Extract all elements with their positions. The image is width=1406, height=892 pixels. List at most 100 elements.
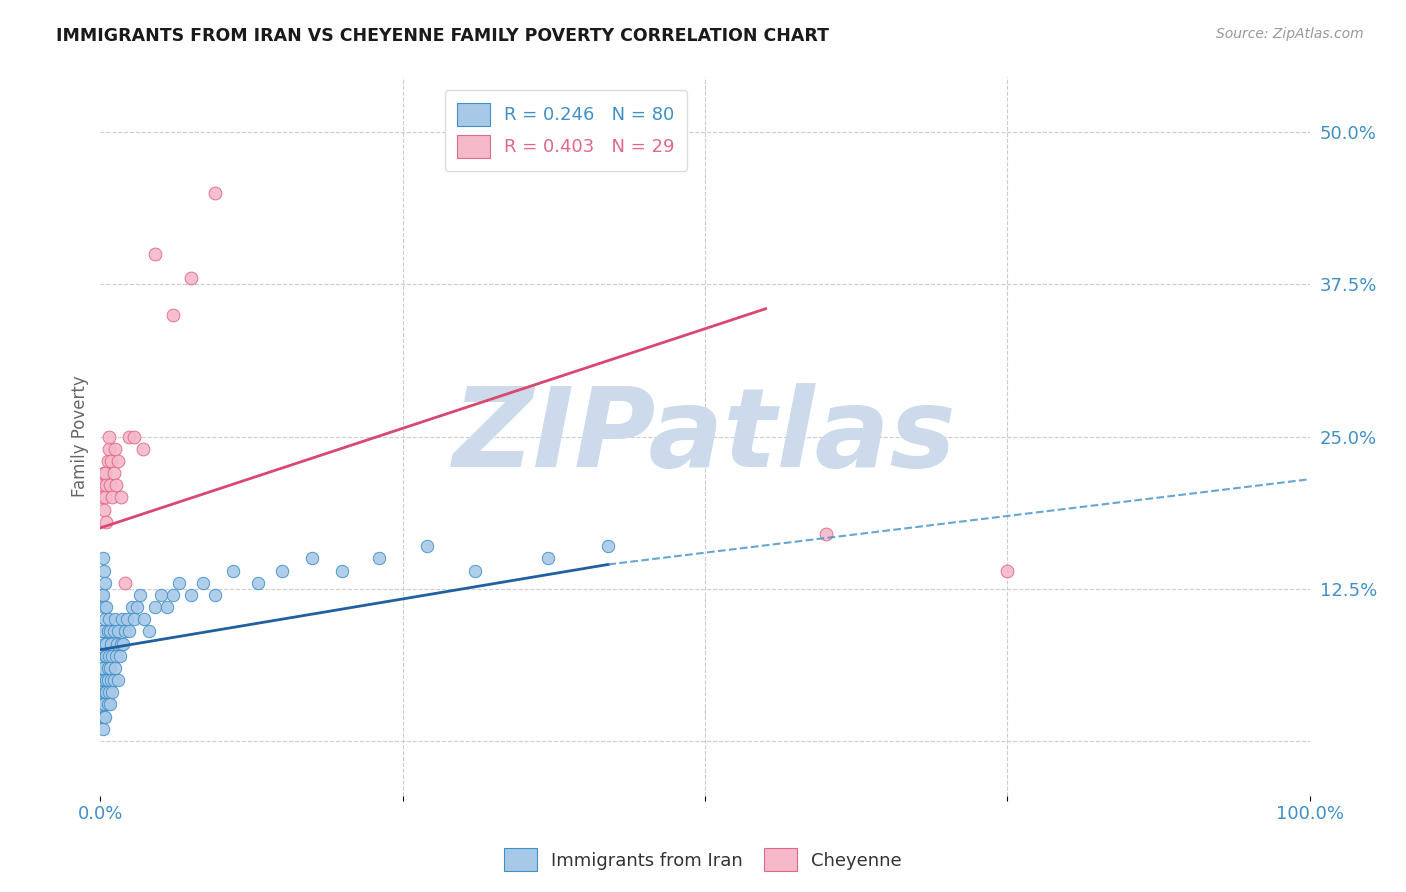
Point bbox=[537, 551, 560, 566]
Point bbox=[143, 600, 166, 615]
Point bbox=[114, 624, 136, 639]
Point bbox=[101, 685, 124, 699]
Legend: R = 0.246   N = 80, R = 0.403   N = 29: R = 0.246 N = 80, R = 0.403 N = 29 bbox=[444, 90, 688, 170]
Point bbox=[815, 527, 838, 541]
Point bbox=[107, 454, 129, 468]
Point bbox=[97, 698, 120, 712]
Point bbox=[104, 442, 127, 456]
Point bbox=[464, 564, 486, 578]
Point bbox=[110, 491, 132, 505]
Point bbox=[97, 612, 120, 626]
Point bbox=[122, 429, 145, 443]
Point bbox=[270, 564, 292, 578]
Point bbox=[93, 673, 115, 687]
Point bbox=[149, 588, 172, 602]
Point bbox=[94, 648, 117, 663]
Point bbox=[101, 648, 124, 663]
Legend: Immigrants from Iran, Cheyenne: Immigrants from Iran, Cheyenne bbox=[496, 841, 910, 879]
Point bbox=[91, 478, 114, 492]
Point bbox=[222, 564, 245, 578]
Point bbox=[131, 442, 153, 456]
Point bbox=[121, 600, 143, 615]
Point bbox=[97, 442, 120, 456]
Point bbox=[93, 600, 115, 615]
Point bbox=[107, 624, 129, 639]
Point bbox=[129, 588, 152, 602]
Point bbox=[91, 551, 114, 566]
Point bbox=[96, 515, 118, 529]
Point bbox=[107, 673, 129, 687]
Point bbox=[162, 308, 184, 322]
Point bbox=[112, 636, 135, 650]
Point bbox=[90, 661, 112, 675]
Point bbox=[101, 491, 124, 505]
Point bbox=[125, 600, 148, 615]
Point bbox=[132, 612, 155, 626]
Point bbox=[96, 685, 118, 699]
Point bbox=[98, 661, 121, 675]
Point bbox=[90, 685, 112, 699]
Point bbox=[997, 564, 1019, 578]
Point bbox=[93, 564, 115, 578]
Point bbox=[98, 478, 121, 492]
Text: IMMIGRANTS FROM IRAN VS CHEYENNE FAMILY POVERTY CORRELATION CHART: IMMIGRANTS FROM IRAN VS CHEYENNE FAMILY … bbox=[56, 27, 830, 45]
Point bbox=[103, 673, 125, 687]
Point bbox=[104, 612, 127, 626]
Point bbox=[91, 624, 114, 639]
Point bbox=[114, 575, 136, 590]
Point bbox=[97, 685, 120, 699]
Point bbox=[90, 709, 112, 723]
Point bbox=[94, 491, 117, 505]
Point bbox=[96, 600, 118, 615]
Point bbox=[416, 539, 439, 553]
Point bbox=[90, 588, 112, 602]
Point bbox=[100, 636, 122, 650]
Point bbox=[97, 673, 120, 687]
Point bbox=[180, 271, 202, 285]
Y-axis label: Family Poverty: Family Poverty bbox=[72, 376, 89, 498]
Point bbox=[90, 624, 112, 639]
Point bbox=[180, 588, 202, 602]
Point bbox=[103, 624, 125, 639]
Point bbox=[94, 612, 117, 626]
Point bbox=[94, 709, 117, 723]
Point bbox=[105, 648, 128, 663]
Point bbox=[330, 564, 353, 578]
Point bbox=[167, 575, 190, 590]
Point bbox=[90, 491, 112, 505]
Point bbox=[93, 466, 115, 480]
Point bbox=[91, 698, 114, 712]
Text: Source: ZipAtlas.com: Source: ZipAtlas.com bbox=[1216, 27, 1364, 41]
Point bbox=[115, 612, 138, 626]
Point bbox=[91, 661, 114, 675]
Point bbox=[91, 588, 114, 602]
Text: ZIPatlas: ZIPatlas bbox=[453, 383, 957, 490]
Point bbox=[204, 186, 226, 200]
Point bbox=[98, 698, 121, 712]
Point bbox=[110, 636, 132, 650]
Point bbox=[301, 551, 323, 566]
Point bbox=[105, 478, 128, 492]
Point bbox=[93, 698, 115, 712]
Point bbox=[97, 429, 120, 443]
Point bbox=[100, 454, 122, 468]
Point bbox=[98, 624, 121, 639]
Point bbox=[91, 722, 114, 736]
Point bbox=[94, 685, 117, 699]
Point bbox=[367, 551, 389, 566]
Point bbox=[598, 539, 620, 553]
Point bbox=[96, 673, 118, 687]
Point bbox=[111, 612, 134, 626]
Point bbox=[156, 600, 179, 615]
Point bbox=[93, 709, 115, 723]
Point bbox=[94, 466, 117, 480]
Point bbox=[118, 429, 141, 443]
Point bbox=[96, 636, 118, 650]
Point bbox=[246, 575, 269, 590]
Point bbox=[97, 661, 120, 675]
Point bbox=[97, 454, 120, 468]
Point bbox=[118, 624, 141, 639]
Point bbox=[93, 636, 115, 650]
Point bbox=[96, 478, 118, 492]
Point bbox=[94, 575, 117, 590]
